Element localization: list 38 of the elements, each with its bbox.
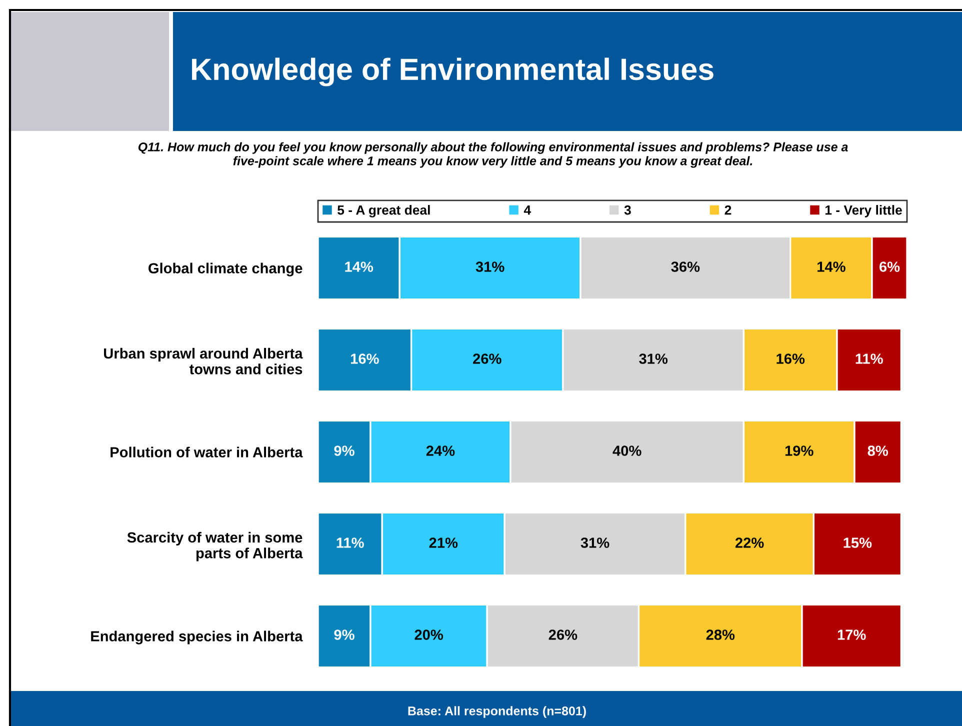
data-label: 14% bbox=[818, 262, 846, 272]
data-label: 17% bbox=[838, 630, 866, 640]
data-label: 36% bbox=[671, 262, 700, 272]
text: Base: All respondents (n=801) bbox=[408, 706, 586, 718]
y-tick-label: Endangered species in Alberta bbox=[91, 630, 303, 644]
data-label: 40% bbox=[612, 446, 642, 456]
data-label: 28% bbox=[706, 630, 735, 640]
legend-label: 1 - Very little bbox=[825, 205, 902, 218]
chart-title: Knowledge of Environmental Issues bbox=[192, 58, 714, 86]
data-label: 31% bbox=[639, 354, 668, 364]
y-tick-label: Global climate change bbox=[148, 262, 302, 276]
legend-label: 5 - A great deal bbox=[338, 205, 430, 218]
data-label: 16% bbox=[776, 354, 805, 364]
y-tick-label: Urban sprawl around Alberta towns and cities bbox=[104, 348, 303, 374]
y-tick-label: Pollution of water in Alberta bbox=[110, 446, 303, 458]
data-label: 9% bbox=[334, 446, 354, 456]
data-label: 16% bbox=[350, 354, 379, 364]
y-tick-label: Scarcity of water in some parts of Alberta bbox=[127, 532, 303, 562]
data-label: 24% bbox=[426, 446, 455, 456]
data-label: 26% bbox=[548, 630, 578, 640]
data-label: 31% bbox=[580, 538, 610, 548]
data-label: 20% bbox=[414, 630, 444, 640]
data-label: 11% bbox=[856, 354, 883, 364]
legend-label: 4 bbox=[524, 206, 531, 215]
data-label: 19% bbox=[785, 446, 814, 456]
chart-subtitle: Q11. How much do you feel you know personally about the following environmental issues and problems? Please use a five-point scale where 1 means you know very little and 5 means you know a great deal. bbox=[138, 142, 848, 168]
data-label: 22% bbox=[735, 538, 764, 548]
data-label: 8% bbox=[868, 446, 888, 456]
data-label: 14% bbox=[345, 262, 374, 272]
data-label: 9% bbox=[334, 630, 354, 640]
data-label: 11% bbox=[336, 538, 364, 548]
data-label: 31% bbox=[476, 262, 504, 272]
legend-label: 3 bbox=[624, 205, 631, 215]
data-label: 15% bbox=[844, 538, 872, 548]
legend-label: 2 bbox=[724, 205, 732, 215]
data-label: 26% bbox=[473, 354, 502, 364]
data-label: 6% bbox=[880, 262, 900, 272]
data-label: 21% bbox=[429, 538, 458, 548]
